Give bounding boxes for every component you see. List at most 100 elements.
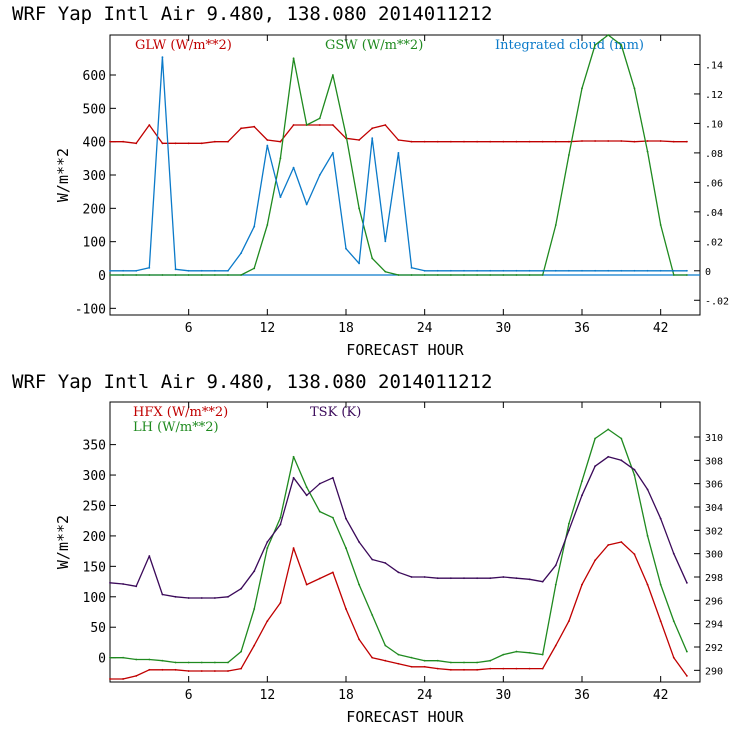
y2-tick-label: 290 <box>705 666 723 677</box>
y2-tick-label: 308 <box>705 456 723 467</box>
integrated-cloud-point <box>227 269 229 272</box>
glw-point <box>135 142 138 145</box>
gsw-point <box>279 157 282 160</box>
y2-tick-label: .12 <box>705 90 723 101</box>
gsw-point <box>331 74 334 76</box>
hfx-point <box>345 608 347 610</box>
gsw-point <box>567 154 570 156</box>
y2-tick-label: 298 <box>705 573 723 584</box>
integrated-cloud-point <box>502 269 505 272</box>
tsk-point <box>331 476 334 479</box>
lh-point <box>659 583 662 586</box>
top-legend-gsw: GSW (W/m**2) <box>325 38 423 53</box>
lh-point <box>240 650 243 653</box>
tsk-point <box>489 577 492 580</box>
lh-point <box>331 516 334 519</box>
gsw-point <box>672 274 675 276</box>
lh-point <box>410 656 413 659</box>
glw-point <box>240 127 243 130</box>
gsw-point <box>148 274 151 276</box>
tsk-point <box>436 577 439 580</box>
lh-point <box>397 653 400 656</box>
gsw-point <box>161 274 164 276</box>
integrated-cloud-point <box>109 269 111 272</box>
glw-point <box>266 139 269 141</box>
top-legend-glw: GLW (W/m**2) <box>135 38 232 53</box>
top-x-axis-label: FORECAST HOUR <box>346 341 464 359</box>
gsw-point <box>358 207 361 210</box>
glw-point <box>292 124 295 126</box>
glw-point <box>410 140 413 143</box>
lh-point <box>646 535 649 537</box>
integrated-cloud-point <box>436 269 439 272</box>
gsw-point <box>449 274 452 276</box>
integrated-cloud-point <box>659 269 662 272</box>
bottom-panel: WRF Yap Intl Air 9.480, 138.080 20140112… <box>12 371 723 726</box>
lh-point <box>305 486 308 489</box>
hfx-point <box>279 601 282 604</box>
integrated-cloud-point <box>528 269 531 272</box>
integrated-cloud-point <box>423 269 426 272</box>
integrated-cloud-point <box>489 269 492 272</box>
gsw-point <box>410 274 413 276</box>
glw-point <box>463 140 465 143</box>
tsk-point <box>135 585 138 588</box>
lh-point <box>187 661 190 664</box>
x-tick-label: 42 <box>653 688 669 703</box>
gsw-point <box>489 274 492 276</box>
y-tick-label: 200 <box>83 530 106 545</box>
integrated-cloud-point <box>646 269 649 272</box>
y2-tick-label: .06 <box>705 178 723 189</box>
lh-point <box>607 428 610 431</box>
lh-point <box>384 644 387 647</box>
glw-point <box>423 140 426 143</box>
tsk-point <box>659 517 662 520</box>
hfx-point <box>672 656 675 659</box>
y2-tick-label: .14 <box>705 60 723 71</box>
gsw-point <box>122 274 125 276</box>
hfx-point <box>476 668 479 671</box>
lh-series-line <box>110 428 688 664</box>
glw-point <box>148 124 151 126</box>
hfx-point <box>633 553 636 556</box>
y2-tick-label: 306 <box>705 480 723 491</box>
gsw-point <box>266 224 269 226</box>
hfx-point <box>109 678 111 680</box>
integrated-cloud-point <box>266 144 269 147</box>
x-tick-label: 18 <box>338 321 354 336</box>
glw-point <box>174 142 177 145</box>
top-legend-cloud: Integrated cloud (mm) <box>495 38 644 53</box>
glw-point <box>489 140 492 143</box>
glw-point <box>554 140 557 143</box>
hfx-point <box>305 583 308 586</box>
top-panel: WRF Yap Intl Air 9.480, 138.080 20140112… <box>12 3 729 359</box>
integrated-cloud-point <box>397 151 400 154</box>
glw-point <box>397 139 400 141</box>
hfx-point <box>554 644 557 647</box>
glw-point <box>279 140 282 143</box>
integrated-cloud-point <box>581 269 583 272</box>
tsk-point <box>187 597 190 599</box>
glw-point <box>371 127 374 130</box>
integrated-cloud-point <box>318 174 321 176</box>
tsk-point <box>672 552 675 555</box>
tsk-point <box>200 597 203 599</box>
hfx-point <box>331 571 334 574</box>
tsk-point <box>620 459 623 462</box>
gsw-point <box>633 87 636 90</box>
hfx-series-line <box>110 541 688 680</box>
gsw-point <box>305 124 308 126</box>
x-tick-label: 36 <box>574 688 590 703</box>
lh-point <box>423 659 426 662</box>
lh-point <box>279 516 282 519</box>
y2-tick-label: 300 <box>705 550 723 561</box>
x-tick-label: 42 <box>653 321 669 336</box>
integrated-cloud-point <box>148 266 151 269</box>
tsk-point <box>554 564 557 567</box>
tsk-point <box>266 541 269 543</box>
hfx-point <box>581 583 583 586</box>
tsk-point <box>174 595 177 598</box>
hfx-point <box>397 662 400 665</box>
glw-point <box>227 140 229 143</box>
gsw-point <box>384 270 387 273</box>
